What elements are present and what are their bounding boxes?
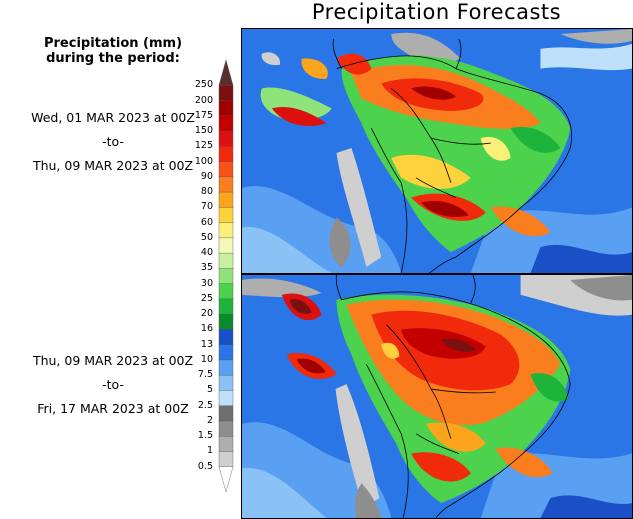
period-2-label: Thu, 09 MAR 2023 at 00Z -to- Fri, 17 MAR… (18, 349, 208, 421)
period-2-separator: -to- (102, 377, 124, 392)
colorbar-tick-label: 1.5 (197, 430, 213, 442)
colorbar-tick-label: 90 (200, 170, 213, 182)
period-2-start: Thu, 09 MAR 2023 at 00Z (32, 353, 194, 368)
colorbar-tick-label: 30 (200, 277, 213, 289)
colorbar-band (218, 59, 234, 86)
colorbar-band (218, 451, 234, 468)
colorbar-tick-label: 60 (200, 216, 213, 228)
colorbar-band (218, 420, 234, 437)
colorbar-band (218, 344, 234, 361)
period-2-end: Fri, 17 MAR 2023 at 00Z (37, 401, 189, 416)
colorbar-band (218, 85, 234, 102)
colorbar-band (218, 436, 234, 453)
colorbar-tick-label: 0.5 (197, 460, 213, 472)
colorbar-band (218, 252, 234, 270)
colorbar-tick-label: 40 (200, 247, 213, 259)
colorbar-band (218, 237, 234, 254)
colorbar-tick-label: 200 (194, 94, 213, 106)
colorbar-tick-label: 1 (206, 445, 213, 457)
colorbar-band (218, 466, 234, 493)
colorbar-tick-label: 2.5 (197, 399, 213, 411)
colorbar-band (218, 222, 234, 239)
page-title: Precipitation Forecasts (311, 0, 562, 24)
colorbar-tick-label: 250 (194, 79, 213, 91)
colorbar-tick-label: 175 (194, 109, 213, 121)
period-1-start: Wed, 01 MAR 2023 at 00Z (31, 110, 195, 125)
colorbar-band (218, 329, 234, 346)
forecast-map-period-2 (241, 274, 633, 519)
colorbar-tick-label: 20 (200, 308, 213, 320)
forecast-map-period-1 (241, 28, 633, 274)
colorbar-band (218, 115, 234, 132)
legend-heading-line1: Precipitation (mm) (43, 36, 183, 51)
precipitation-map-2 (242, 275, 632, 518)
colorbar-band (218, 130, 234, 147)
colorbar-band (218, 313, 234, 331)
colorbar-tick-label: 125 (194, 140, 213, 152)
colorbar-tick-label: 100 (194, 155, 213, 167)
colorbar-tick-label: 16 (200, 323, 213, 335)
precipitation-colorbar: 250 200 175 150 125 100 90 80 70 60 50 40 35 30 25 20 16… (193, 56, 239, 496)
precipitation-map-1 (242, 29, 632, 273)
colorbar-band (218, 176, 234, 193)
colorbar-band (218, 359, 234, 376)
colorbar-tick-label: 7.5 (197, 369, 213, 381)
colorbar-band (218, 390, 234, 407)
colorbar-tick-label: 13 (200, 338, 213, 350)
period-1-separator: -to- (102, 134, 124, 149)
colorbar-band (218, 207, 234, 224)
colorbar-band (218, 268, 234, 285)
colorbar-tick-label: 80 (200, 186, 213, 198)
legend-heading-line2: during the period: (46, 51, 180, 66)
colorbar-band (218, 191, 234, 209)
colorbar-band (218, 100, 234, 117)
colorbar-tick-label: 150 (194, 125, 213, 137)
colorbar-band (218, 374, 234, 392)
colorbar-band (218, 283, 234, 300)
colorbar-band (218, 161, 234, 178)
period-1-end: Thu, 09 MAR 2023 at 00Z (32, 158, 194, 173)
period-1-label: Wed, 01 MAR 2023 at 00Z -to- Thu, 09 MAR… (18, 106, 208, 178)
colorbar-graphic (218, 59, 234, 493)
colorbar-band (218, 146, 234, 163)
colorbar-band (218, 405, 234, 422)
colorbar-tick-label: 70 (200, 201, 213, 213)
colorbar-tick-label: 50 (200, 231, 213, 243)
colorbar-tick-label: 35 (200, 262, 213, 274)
colorbar-tick-label: 5 (206, 384, 213, 396)
colorbar-tick-label: 10 (200, 353, 213, 365)
legend-heading: Precipitation (mm) during the period: (28, 36, 198, 66)
colorbar-tick-label: 2 (206, 414, 213, 426)
colorbar-tick-label: 25 (200, 292, 213, 304)
colorbar-band (218, 298, 234, 315)
